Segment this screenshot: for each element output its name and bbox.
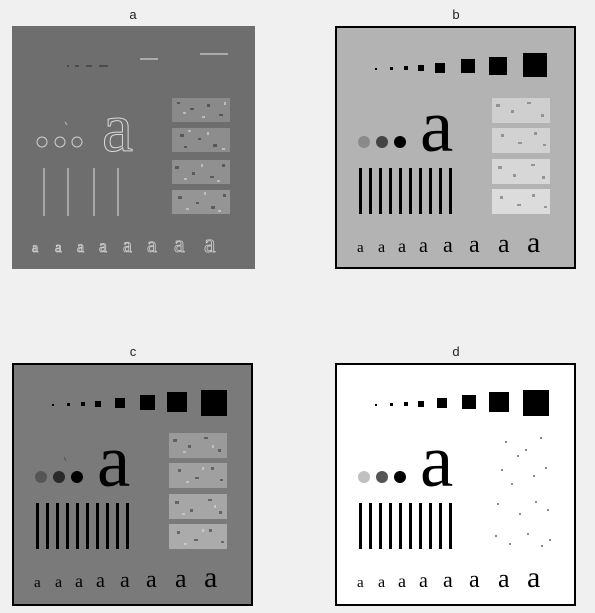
panel-a-title: a [129, 7, 137, 22]
panel-c-image: a a a a a a a a a [12, 363, 253, 606]
svg-text:a: a [443, 567, 453, 592]
svg-text:a: a [527, 561, 540, 594]
svg-text:a: a [75, 571, 83, 591]
svg-text:a: a [120, 567, 130, 592]
svg-text:a: a [443, 232, 453, 257]
svg-text:a: a [527, 226, 540, 259]
svg-text:a: a [96, 570, 105, 592]
svg-text:a: a [498, 564, 510, 593]
svg-text:a: a [55, 240, 62, 256]
svg-text:a: a [357, 575, 364, 591]
svg-text:a: a [378, 574, 385, 591]
svg-text:a: a [123, 235, 132, 257]
svg-text:a: a [32, 241, 39, 256]
svg-text:a: a [419, 235, 428, 257]
svg-text:a: a [55, 574, 62, 591]
svg-text:a: a [419, 570, 428, 592]
svg-text:a: a [420, 85, 453, 168]
svg-text:a: a [97, 420, 130, 503]
svg-text:a: a [174, 232, 185, 258]
svg-text:a: a [147, 232, 157, 257]
svg-text:a: a [99, 236, 107, 256]
big-a-glyph: a [102, 90, 133, 167]
svg-text:a: a [378, 239, 385, 256]
panel-d-title: d [452, 344, 460, 359]
panel-d-image: a a a a a a a a a [335, 363, 576, 606]
svg-text:a: a [420, 420, 453, 503]
svg-text:a: a [357, 240, 364, 256]
svg-text:a: a [498, 229, 510, 258]
svg-text:a: a [146, 567, 157, 593]
svg-text:a: a [204, 561, 217, 594]
panel-b-title: b [452, 7, 460, 22]
svg-text:a: a [469, 232, 480, 258]
svg-text:a: a [77, 239, 84, 256]
panel-c-title: c [129, 344, 137, 359]
svg-text:a: a [398, 571, 406, 591]
svg-text:a: a [34, 575, 41, 591]
svg-text:a: a [398, 236, 406, 256]
panel-b-image: a a a a a a a a a [335, 26, 576, 269]
panel-a-image: a a a a a a a a a [12, 26, 255, 269]
svg-text:a: a [204, 229, 216, 258]
svg-text:a: a [469, 567, 480, 593]
svg-text:a: a [175, 564, 187, 593]
